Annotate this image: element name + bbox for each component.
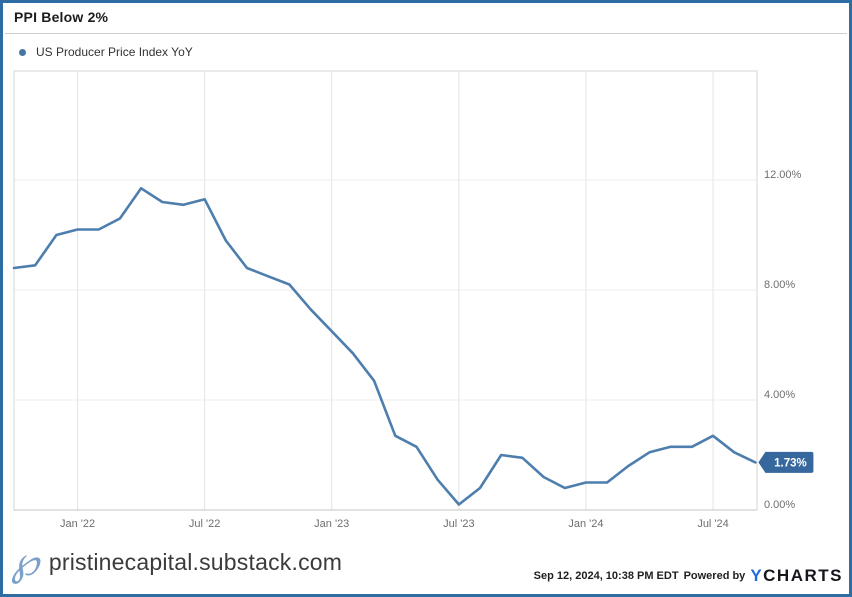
- ycharts-logo-y: Y: [750, 566, 764, 585]
- y-axis-tick-label: 12.00%: [764, 169, 802, 181]
- chart-legend: US Producer Price Index YoY: [19, 44, 193, 60]
- footer-brandline: ℘ pristinecapital.substack.com: [11, 532, 342, 592]
- x-axis-tick-label: Jul '24: [697, 518, 728, 530]
- title-divider: [5, 33, 847, 34]
- timestamp-line: Sep 12, 2024, 10:38 PM EDT Powered by YC…: [534, 567, 843, 584]
- series-line: [12, 187, 757, 506]
- powered-by-label: Powered by: [683, 569, 746, 582]
- page-title: PPI Below 2%: [14, 9, 109, 25]
- x-axis-tick-label: Jan '23: [314, 518, 349, 530]
- y-axis-tick-label: 0.00%: [764, 499, 795, 511]
- timestamp: Sep 12, 2024, 10:38 PM EDT: [533, 569, 679, 582]
- x-axis-tick-label: Jan '24: [568, 518, 603, 530]
- legend-series-dot-icon: [19, 48, 26, 56]
- chart-plot-area[interactable]: 12.00% 8.00% 4.00% 0.00% Jan '22 Jul '22 Jan '…: [3, 64, 849, 534]
- footer: ℘ pristinecapital.substack.com Sep 12, 2…: [3, 534, 849, 594]
- site-url: pristinecapital.substack.com: [48, 548, 343, 575]
- y-axis-tick-label: 4.00%: [764, 389, 795, 401]
- x-axis-tick-label: Jul '22: [189, 518, 220, 530]
- pristine-capital-logo-icon: ℘: [11, 539, 39, 585]
- legend-series-label: US Producer Price Index YoY: [36, 45, 193, 59]
- y-axis-tick-label: 8.00%: [764, 279, 795, 291]
- x-axis-tick-label: Jul '23: [443, 518, 474, 530]
- last-value-badge: [758, 451, 814, 473]
- ycharts-logo: YCHARTS: [750, 567, 843, 584]
- x-axis-tick-label: Jan '22: [60, 518, 95, 530]
- ppi-line-chart[interactable]: 12.00% 8.00% 4.00% 0.00% Jan '22 Jul '22 Jan '…: [3, 64, 849, 534]
- last-value-badge-label: 1.73%: [774, 457, 807, 469]
- ycharts-logo-charts: CHARTS: [763, 566, 843, 585]
